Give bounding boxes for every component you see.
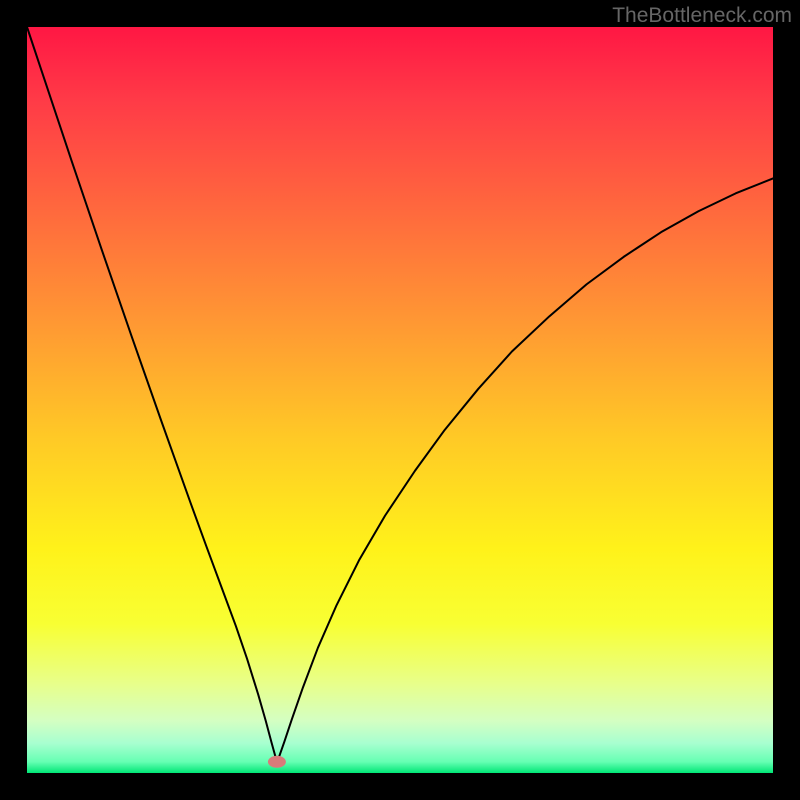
plot-area (27, 27, 773, 773)
optimal-point-marker (268, 756, 286, 768)
chart-container: TheBottleneck.com (0, 0, 800, 800)
bottleneck-chart (0, 0, 800, 800)
watermark-text: TheBottleneck.com (612, 4, 792, 28)
